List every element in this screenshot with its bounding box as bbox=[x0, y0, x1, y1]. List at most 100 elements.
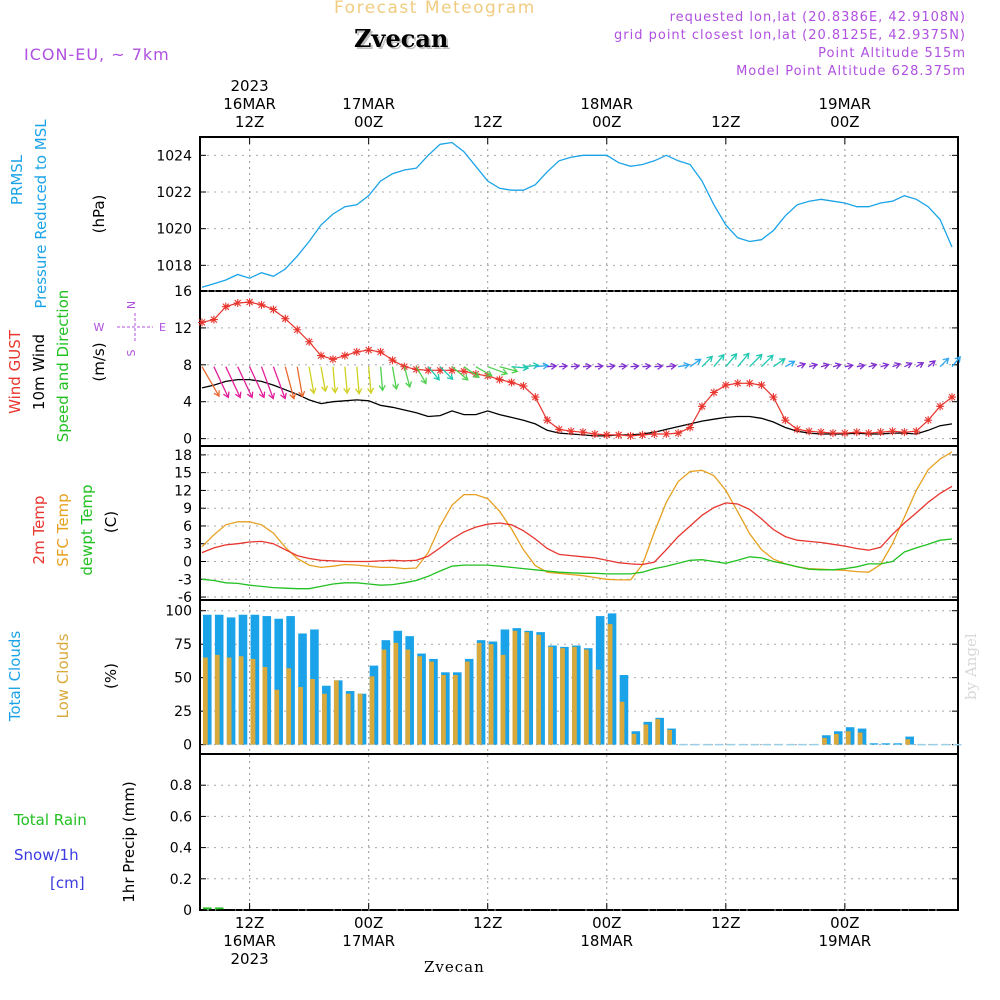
wind-direction-arrow bbox=[535, 362, 550, 370]
wind-direction-arrow bbox=[713, 353, 725, 368]
low-cloud-bar bbox=[333, 680, 339, 745]
y-tick-label: 16 bbox=[174, 284, 192, 300]
gust-marker bbox=[948, 393, 956, 402]
gust-marker bbox=[507, 378, 516, 387]
gust-marker bbox=[400, 362, 409, 371]
point-altitude: Point Altitude 515m bbox=[818, 46, 966, 61]
gust-marker bbox=[459, 367, 468, 376]
gust-marker bbox=[650, 430, 659, 439]
wind-10m-label: 10m Wind bbox=[30, 334, 48, 410]
wind-direction-arrow bbox=[463, 366, 480, 378]
low-cloud-bar bbox=[655, 719, 661, 745]
wind-direction-arrow bbox=[951, 355, 962, 368]
wind-direction-arrow bbox=[808, 362, 819, 370]
dewpt-line bbox=[201, 538, 953, 590]
y-tick-label: 12 bbox=[174, 321, 192, 337]
gust-marker bbox=[198, 318, 206, 327]
low-cloud-bar bbox=[572, 646, 577, 745]
wind-direction-arrow bbox=[499, 366, 519, 374]
top-time-label: 16MAR bbox=[223, 95, 276, 113]
bottom-time-label: 12Z bbox=[711, 914, 740, 932]
low-cloud-bar bbox=[476, 642, 482, 745]
watermark: by Angel bbox=[962, 633, 980, 700]
low-cloud-bar bbox=[226, 657, 232, 745]
gridpoint-coords: grid point closest lon,lat (20.8125E, 42… bbox=[614, 28, 966, 43]
bottom-time-label: 2023 bbox=[231, 950, 269, 968]
top-time-label: 17MAR bbox=[342, 95, 395, 113]
sfc-temp-line bbox=[201, 451, 953, 581]
gust-marker bbox=[912, 427, 921, 436]
low-cloud-bar bbox=[548, 646, 553, 745]
gust-marker bbox=[424, 366, 433, 375]
low-cloud-bar bbox=[214, 654, 220, 745]
low-cloud-bar bbox=[857, 732, 863, 745]
wind-direction-arrow bbox=[761, 354, 774, 368]
top-time-label: 19MAR bbox=[818, 95, 871, 113]
gust-line bbox=[201, 301, 953, 437]
gust-marker bbox=[531, 393, 540, 402]
wind-direction-arrow bbox=[654, 362, 664, 370]
wind-direction-arrow bbox=[749, 353, 763, 368]
total-clouds-label: Total Clouds bbox=[6, 631, 24, 723]
gust-marker bbox=[471, 370, 480, 379]
gust-marker bbox=[495, 375, 504, 384]
pressure-line bbox=[201, 141, 953, 288]
low-cloud-bar bbox=[345, 693, 351, 745]
y-tick-label: 1018 bbox=[156, 258, 192, 274]
wind-direction-arrow bbox=[225, 366, 242, 399]
gust-marker bbox=[721, 381, 730, 390]
wind-direction-arrow bbox=[868, 362, 878, 370]
gust-marker bbox=[257, 300, 266, 309]
total-cloud-bar bbox=[881, 743, 891, 745]
top-time-label: 00Z bbox=[354, 113, 383, 131]
wind-direction-arrow bbox=[737, 352, 750, 368]
low-cloud-bar bbox=[905, 739, 911, 745]
wind-direction-arrow bbox=[343, 366, 351, 395]
wind-direction-arrow bbox=[594, 362, 605, 370]
wind-direction-arrow bbox=[570, 362, 581, 370]
gust-marker bbox=[709, 388, 718, 397]
y-tick-label: 75 bbox=[174, 637, 192, 653]
wind-direction-arrow bbox=[689, 358, 702, 368]
low-cloud-bar bbox=[286, 668, 292, 745]
gust-marker bbox=[328, 355, 337, 364]
gust-marker bbox=[900, 428, 909, 437]
wind-direction-arrow bbox=[892, 362, 902, 369]
wind-direction-arrow bbox=[439, 366, 454, 381]
bottom-time-label: 12Z bbox=[473, 914, 502, 932]
gust-marker bbox=[745, 379, 754, 388]
wind-direction-arrow bbox=[880, 362, 890, 370]
wind-speed-line bbox=[201, 378, 953, 437]
gust-marker bbox=[578, 428, 587, 437]
y-tick-label: 18 bbox=[174, 448, 192, 464]
gust-marker bbox=[388, 356, 397, 365]
snow-label: Snow/1h bbox=[14, 846, 79, 864]
wind-direction-arrow bbox=[391, 366, 400, 391]
wind-direction-arrow bbox=[582, 362, 593, 370]
gust-marker bbox=[543, 416, 552, 425]
y-tick-label: 0.8 bbox=[170, 778, 192, 794]
precip-unit-label: 1hr Precip (mm) bbox=[120, 781, 138, 902]
bottom-time-label: 17MAR bbox=[342, 932, 395, 950]
gust-marker bbox=[590, 430, 599, 439]
super-title: Forecast Meteogram bbox=[334, 0, 536, 18]
y-tick-label: 8 bbox=[183, 358, 192, 374]
wind-direction-arrow bbox=[642, 362, 652, 370]
wind-direction-arrow bbox=[559, 362, 569, 370]
station-title: Zvecan bbox=[354, 24, 449, 53]
y-tick-label: -3 bbox=[178, 572, 192, 588]
low-clouds-label: Low Clouds bbox=[54, 633, 72, 718]
wind-direction-arrow bbox=[403, 366, 413, 389]
gust-marker bbox=[769, 393, 778, 402]
model-point-altitude: Model Point Altitude 628.375m bbox=[736, 64, 966, 79]
gust-marker bbox=[567, 427, 576, 436]
wind-direction-arrow bbox=[260, 366, 275, 400]
gust-marker bbox=[698, 402, 706, 411]
bottom-time-label: 19MAR bbox=[818, 932, 871, 950]
low-cloud-bar bbox=[560, 648, 565, 745]
y-tick-label: 25 bbox=[174, 704, 192, 720]
wind-direction-arrow bbox=[666, 362, 677, 370]
low-cloud-bar bbox=[429, 661, 434, 745]
gust-marker bbox=[519, 382, 528, 391]
wind-direction-arrow bbox=[284, 366, 297, 400]
